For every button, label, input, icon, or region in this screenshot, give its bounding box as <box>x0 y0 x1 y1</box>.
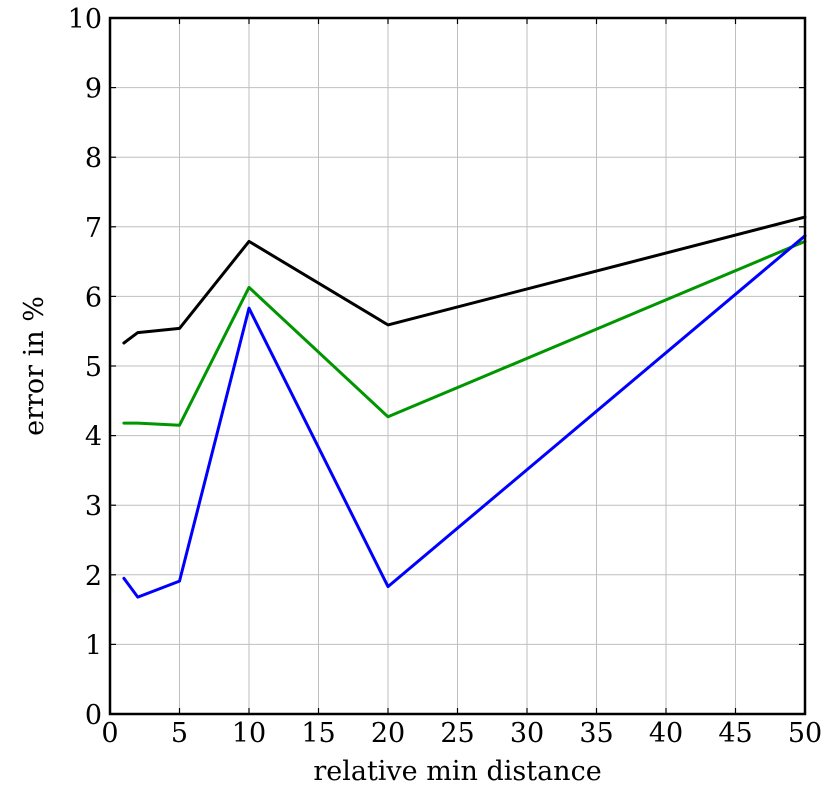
x-tick-label: 30 <box>510 718 544 749</box>
x-tick-label: 10 <box>232 718 266 749</box>
x-tick-label: 50 <box>788 718 822 749</box>
x-tick-label: 40 <box>649 718 683 749</box>
x-tick-label: 15 <box>301 718 335 749</box>
y-tick-label: 8 <box>85 143 102 174</box>
y-tick-label: 9 <box>85 74 102 105</box>
x-tick-label: 20 <box>371 718 405 749</box>
grid <box>109 17 806 715</box>
series-line-3 <box>122 234 807 599</box>
y-axis-label: error in % <box>19 296 50 436</box>
y-tick-label: 4 <box>85 422 102 453</box>
x-tick-label: 0 <box>101 718 118 749</box>
y-tick-label: 1 <box>85 630 102 661</box>
series-line-2 <box>122 239 807 427</box>
y-tick-label: 6 <box>85 282 102 313</box>
x-tick-label: 25 <box>440 718 474 749</box>
x-tick-label: 35 <box>579 718 613 749</box>
x-axis-label: relative min distance <box>313 756 601 787</box>
y-tick-label: 5 <box>85 352 102 383</box>
y-tick-label: 3 <box>85 491 102 522</box>
x-tick-label: 45 <box>718 718 752 749</box>
y-tick-label: 0 <box>85 700 102 731</box>
y-tick-label: 7 <box>85 213 102 244</box>
series-line-1 <box>122 215 807 345</box>
series-layer <box>122 215 807 599</box>
y-tick-label: 10 <box>68 4 102 35</box>
y-tick-label: 2 <box>85 561 102 592</box>
x-tick-label: 5 <box>171 718 188 749</box>
